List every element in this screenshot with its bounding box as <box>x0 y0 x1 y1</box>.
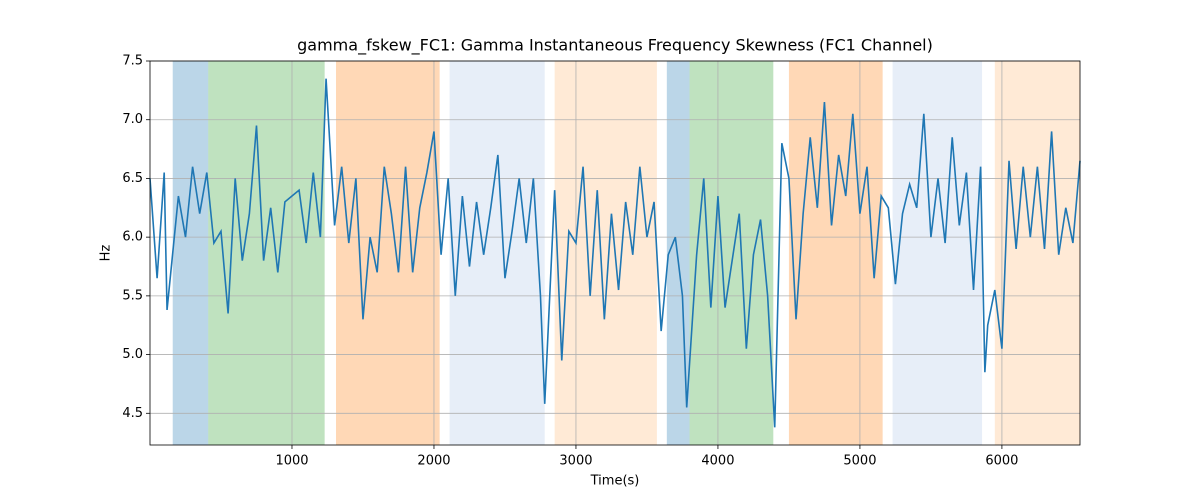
shaded-span <box>336 61 440 445</box>
y-axis-label: Hz <box>99 245 114 262</box>
plot-frame <box>149 60 1081 446</box>
shaded-span <box>788 61 883 445</box>
x-tick-label: 4000 <box>701 454 734 469</box>
y-tick-label: 7.5 <box>122 54 143 69</box>
x-tick-label: 2000 <box>417 454 450 469</box>
shaded-span <box>554 61 657 445</box>
shaded-span <box>994 61 1080 445</box>
shaded-span <box>892 61 983 445</box>
shaded-span <box>172 61 209 445</box>
shaded-span <box>208 61 325 445</box>
data-line <box>149 78 1081 428</box>
y-tick-label: 7.0 <box>122 112 143 127</box>
y-tick-label: 4.5 <box>122 406 143 421</box>
y-tick-label: 5.5 <box>122 288 143 303</box>
y-tick-label: 5.0 <box>122 347 143 362</box>
x-tick-label: 5000 <box>843 454 876 469</box>
x-tick-label: 1000 <box>275 454 308 469</box>
x-tick-label: 3000 <box>559 454 592 469</box>
y-tick-label: 6.5 <box>122 171 143 186</box>
x-axis-label: Time(s) <box>590 474 640 489</box>
x-tick-label: 6000 <box>985 454 1018 469</box>
shaded-span <box>689 61 774 445</box>
shaded-span <box>449 61 545 445</box>
chart-title: gamma_fskew_FC1: Gamma Instantaneous Fre… <box>297 36 933 56</box>
y-tick-label: 6.0 <box>122 230 143 245</box>
